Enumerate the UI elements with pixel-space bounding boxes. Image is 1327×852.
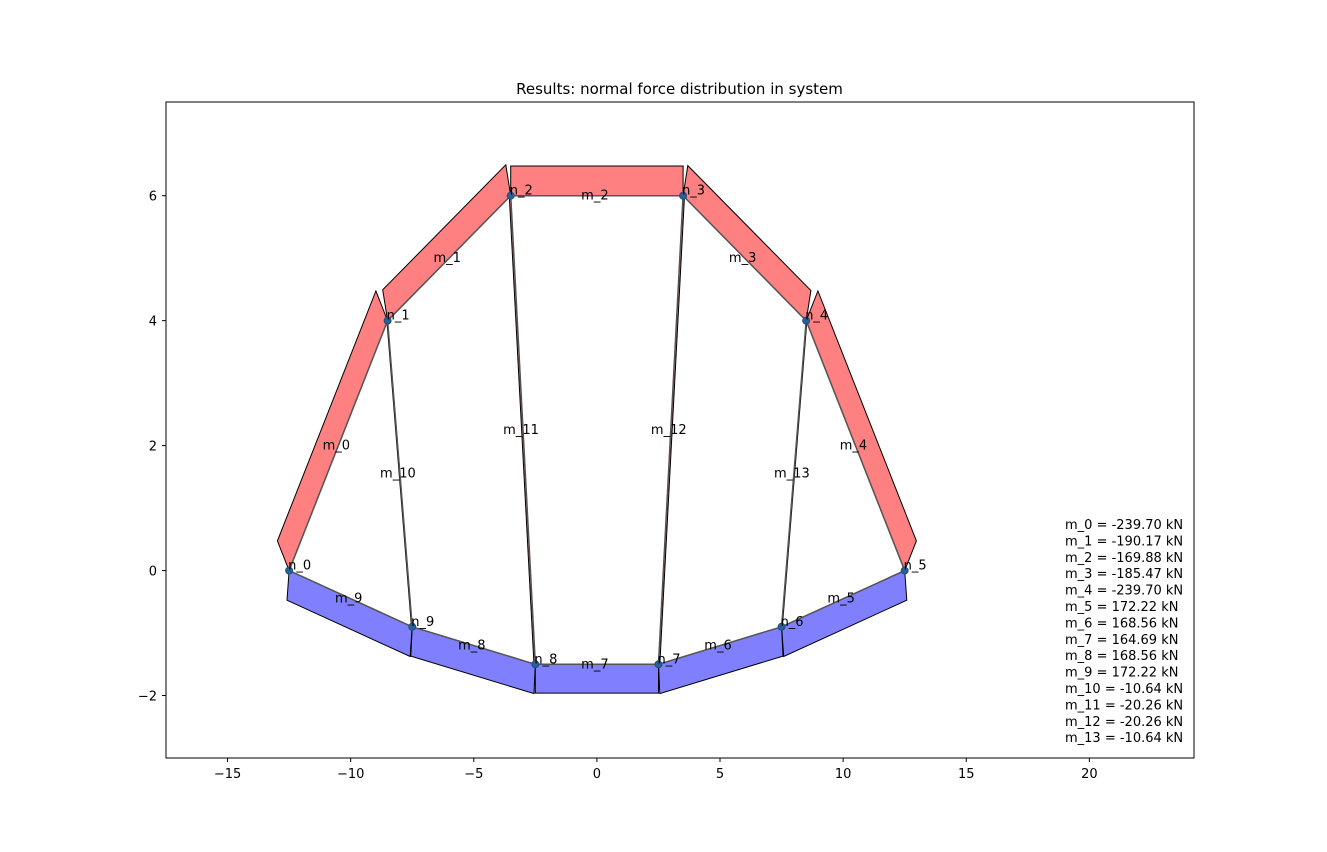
member-label-m-3: m_3 <box>729 251 756 266</box>
node-n-7 <box>654 660 663 669</box>
member-line-m-1 <box>387 195 512 322</box>
member-line-m-6 <box>658 626 782 666</box>
force-value-m-12: m_12 = -20.26 kN <box>1065 715 1183 730</box>
node-label-n-1: n_1 <box>387 309 410 324</box>
node-label-n-4: n_4 <box>805 309 828 324</box>
force-legend: m_0 = -239.70 kNm_1 = -190.17 kN m_2 = -1… <box>1065 518 1183 746</box>
force-value-m-5: m_5 = 172.22 kN <box>1065 600 1178 615</box>
y-tick-label: 6 <box>149 190 157 205</box>
force-value-m-9: m_9 = 172.22 kN <box>1065 666 1178 681</box>
force-band-m-0 <box>276 289 389 572</box>
force-value-m-10: m_10 = -10.64 kN <box>1065 682 1183 697</box>
node-n-6 <box>777 622 786 631</box>
node-n-0 <box>285 566 294 575</box>
member-line-m-11 <box>509 195 537 665</box>
node-label-n-7: n_7 <box>657 652 680 667</box>
member-label-m-12: m_12 <box>651 423 687 438</box>
node-label-n-6: n_6 <box>781 615 804 630</box>
node-n-2 <box>506 191 515 200</box>
x-tick-label: 10 <box>835 767 852 782</box>
force-band-m-8 <box>410 626 536 695</box>
force-band-m-5 <box>781 569 908 658</box>
x-tick-label: 5 <box>716 767 724 782</box>
node-n-3 <box>679 191 688 200</box>
member-line-m-13 <box>780 320 807 627</box>
node-label-n-9: n_9 <box>411 615 434 630</box>
x-tick-label: −10 <box>337 767 364 782</box>
y-tick-label: 2 <box>149 440 157 455</box>
plot-frame <box>165 101 1195 759</box>
member-line-m-9 <box>288 569 413 628</box>
y-tick-label: 0 <box>149 565 157 580</box>
y-tick-label: −2 <box>138 690 157 705</box>
force-value-m-7: m_7 = 164.69 kN <box>1065 633 1178 648</box>
force-value-m-1: m_1 = -190.17 kN <box>1065 534 1183 549</box>
node-n-4 <box>802 316 811 325</box>
member-line-m-3 <box>682 195 807 322</box>
x-tick-label: −5 <box>464 767 483 782</box>
node-n-9 <box>408 622 417 631</box>
member-line-m-0 <box>288 320 389 571</box>
member-label-m-1: m_1 <box>433 251 460 266</box>
force-band-m-9 <box>286 569 413 658</box>
node-n-5 <box>900 566 909 575</box>
member-line-m-5 <box>781 569 905 628</box>
node-label-n-2: n_2 <box>510 184 533 199</box>
member-line-m-12 <box>657 195 684 665</box>
member-label-m-0: m_0 <box>323 439 350 454</box>
node-label-n-8: n_8 <box>534 652 557 667</box>
node-n-1 <box>383 316 392 325</box>
y-axis: −2 0 2 4 6 <box>138 190 166 705</box>
x-tick-label: 15 <box>958 767 975 782</box>
force-value-m-11: m_11 = -20.26 kN <box>1065 698 1183 713</box>
member-label-m-5: m_5 <box>827 592 854 607</box>
force-value-m-0: m_0 = -239.70 kN <box>1065 518 1183 533</box>
force-value-m-2: m_2 = -169.88 kN <box>1065 551 1183 566</box>
member-label-m-8: m_8 <box>458 639 485 654</box>
x-tick-label: 0 <box>593 767 601 782</box>
member-label-m-13: m_13 <box>774 467 810 482</box>
node-label-n-5: n_5 <box>904 559 927 574</box>
node-label-n-0: n_0 <box>288 559 311 574</box>
x-tick-label: 20 <box>1081 767 1098 782</box>
force-value-m-3: m_3 = -185.47 kN <box>1065 567 1183 582</box>
force-value-m-8: m_8 = 168.56 kN <box>1065 649 1178 664</box>
member-line-m-8 <box>412 626 536 666</box>
member-label-m-9: m_9 <box>335 592 362 607</box>
member-label-m-7: m_7 <box>581 657 608 672</box>
plot-area: m_0 m_1 m_2 m_3 m_4 m_5 m_6 m_7 m_8 m_9 m_10 m_11 m_… <box>276 163 927 695</box>
force-value-m-4: m_4 = -239.70 kN <box>1065 584 1183 599</box>
chart-title: Results: normal force distribution in sy… <box>516 80 843 98</box>
member-label-m-6: m_6 <box>704 639 731 654</box>
member-line-m-10 <box>386 320 413 627</box>
force-band-m-4 <box>805 289 917 572</box>
x-tick-label: −15 <box>214 767 241 782</box>
force-value-m-13: m_13 = -10.64 kN <box>1065 731 1183 746</box>
node-n-8 <box>531 660 540 669</box>
member-label-m-11: m_11 <box>503 423 539 438</box>
node-label-n-3: n_3 <box>682 184 705 199</box>
member-line-m-4 <box>805 320 906 571</box>
force-band-m-1 <box>382 163 512 322</box>
member-label-m-2: m_2 <box>581 189 608 204</box>
force-value-m-6: m_6 = 168.56 kN <box>1065 616 1178 631</box>
y-tick-label: 4 <box>149 315 157 330</box>
member-label-m-10: m_10 <box>380 467 416 482</box>
member-label-m-4: m_4 <box>840 439 867 454</box>
x-axis: −15 −10 −5 0 5 10 15 20 <box>214 758 1098 782</box>
